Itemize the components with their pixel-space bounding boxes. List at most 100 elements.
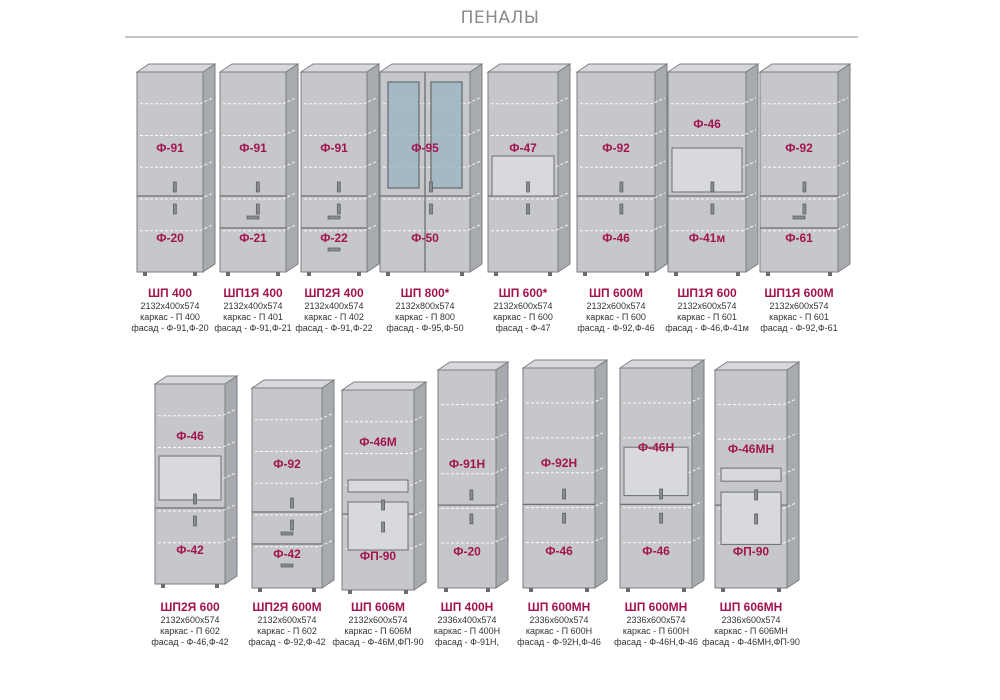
cabinet-sp800: Ф-95 Ф-50 <box>378 63 484 276</box>
shelf-line <box>718 398 798 406</box>
cabinet-facade: фасад - Ф-46М,ФП-90 <box>332 637 424 647</box>
shelf-line <box>255 508 333 516</box>
facade-label: Ф-95 <box>411 141 439 155</box>
shelf-line <box>223 192 297 200</box>
cabinet-caption-sp600mn: ШП 600МН 2336x600x574 каркас - П 600Н фасад… <box>499 601 619 648</box>
cabinet-sp600mn2: Ф-46Н Ф-46 <box>618 359 706 592</box>
cabinet-top <box>666 63 760 73</box>
door-handle <box>469 489 474 501</box>
facade-label: Ф-20 <box>453 544 481 558</box>
oven-niche <box>671 147 743 193</box>
cabinet-front <box>300 71 368 273</box>
cabinet-caption-sp606mn: ШП 606МН 2336x600x574 каркас - П 606МН фаса… <box>691 601 811 648</box>
cabinet-dimensions: 2132x400x574 <box>304 301 364 311</box>
cabinet-carcass: каркас - П 400 <box>140 312 200 322</box>
cabinet-caption-sp2ya400: ШП2Я 400 2132x400x574 каркас - П 402 фасад … <box>274 286 394 334</box>
shelf-line <box>763 129 849 136</box>
cabinet-dimensions: 2336x600x574 <box>529 615 589 625</box>
shelf-line <box>763 160 849 168</box>
cabinet-foot <box>486 588 490 592</box>
shelf-line <box>441 536 507 544</box>
facade-label: Ф-46МН <box>728 442 774 456</box>
drawer-handle <box>327 215 341 220</box>
cabinet-side <box>691 359 705 589</box>
door-handle <box>193 493 197 505</box>
cabinet-front <box>251 387 323 589</box>
facade-label: Ф-92Н <box>541 456 577 470</box>
cabinet-foot <box>143 272 147 276</box>
shelf-line <box>158 409 236 417</box>
cabinet-front <box>522 367 596 589</box>
microwave-niche <box>720 467 782 482</box>
shelf-line <box>223 129 297 136</box>
facade-label: Ф-91 <box>156 141 184 155</box>
door-handle <box>802 181 807 193</box>
cabinet-foot <box>674 272 678 276</box>
cabinet-top <box>575 63 669 73</box>
cabinet-sp606mn: Ф-46МН ФП-90 <box>713 361 801 592</box>
cabinet-foot <box>312 588 316 592</box>
cabinet-caption-sp600m: ШП 600М 2132x600x574 каркас - П 600 фасад -… <box>556 286 676 334</box>
cabinet-side <box>202 63 216 273</box>
model-name: ШП2Я 400 <box>304 286 364 300</box>
facade-label: Ф-91Н <box>449 457 485 471</box>
shelf-line <box>671 224 757 232</box>
cabinet-carcass: каркас - П 601 <box>769 312 829 322</box>
cabinet-caption-sp2ya600m: ШП2Я 600М 2132x600x574 каркас - П 602 фасад… <box>227 600 347 648</box>
oven-niche <box>347 501 409 551</box>
cabinet-side <box>837 63 851 273</box>
cabinet-foot <box>215 584 219 588</box>
door-handle <box>754 489 758 501</box>
shelf-line <box>718 432 798 440</box>
cabinet-carcass: каркас - П 600 <box>586 312 646 322</box>
cabinet-carcass: каркас - П 600Н <box>622 626 690 636</box>
shelf-line <box>383 192 481 200</box>
cabinet-foot <box>529 588 533 592</box>
shelf-line <box>223 97 297 105</box>
cabinet-carcass: каркас - П 402 <box>304 312 364 322</box>
shelf-line <box>580 97 666 105</box>
door-handle <box>172 203 177 215</box>
cabinet-sp606m: Ф-46М ФП-90 <box>340 381 428 594</box>
cabinet-foot <box>444 588 448 592</box>
shelf-line <box>491 129 569 136</box>
glass-panel <box>430 81 463 189</box>
cabinet-side <box>413 381 427 591</box>
shelf-line <box>526 536 606 544</box>
cabinet-foot <box>721 588 725 592</box>
cabinet-dimensions: 2132x800x574 <box>395 301 455 311</box>
shelf-line <box>304 192 378 200</box>
cabinet-side <box>745 63 759 273</box>
door-handle <box>469 513 474 525</box>
cabinet-sp600: Ф-47 <box>486 63 572 276</box>
shelf-line <box>763 224 849 232</box>
door-handle <box>193 515 197 527</box>
door-handle <box>255 203 260 215</box>
facade-label: Ф-22 <box>320 231 348 245</box>
cabinet-facade: фасад - Ф-46,Ф-41м <box>665 323 749 333</box>
model-name: ШП1Я 400 <box>223 286 283 300</box>
model-name: ШП 400 <box>147 286 193 300</box>
shelf-line <box>441 398 507 406</box>
cabinet-foot <box>386 272 390 276</box>
shelf-line <box>255 413 333 421</box>
model-name: ШП 600* <box>498 286 548 300</box>
cabinet-side <box>654 63 668 273</box>
model-name: ШП1Я 600 <box>677 286 737 300</box>
door-handle <box>619 203 624 215</box>
glass-panel <box>387 81 420 189</box>
door-handle <box>710 203 715 215</box>
model-name: ШП 600М <box>588 286 644 300</box>
cabinet-dimensions: 2132x400x574 <box>140 301 200 311</box>
cabinet-side <box>321 379 335 589</box>
shelf-line <box>158 504 236 512</box>
cabinet-dimensions: 2132x600x574 <box>493 301 553 311</box>
door-handle <box>381 521 385 533</box>
door-handle <box>562 512 566 524</box>
cabinet-sp1ya600m: Ф-92 Ф-61 <box>758 63 852 276</box>
shelf-line <box>158 536 236 544</box>
model-name: ШП2Я 600М <box>252 600 322 614</box>
facade-label: Ф-42 <box>273 547 301 561</box>
facade-label: Ф-46 <box>602 231 630 245</box>
cabinet-caption-sp600: ШП 600* 2132x600x574 каркас - П 600 фасад -… <box>463 286 583 334</box>
